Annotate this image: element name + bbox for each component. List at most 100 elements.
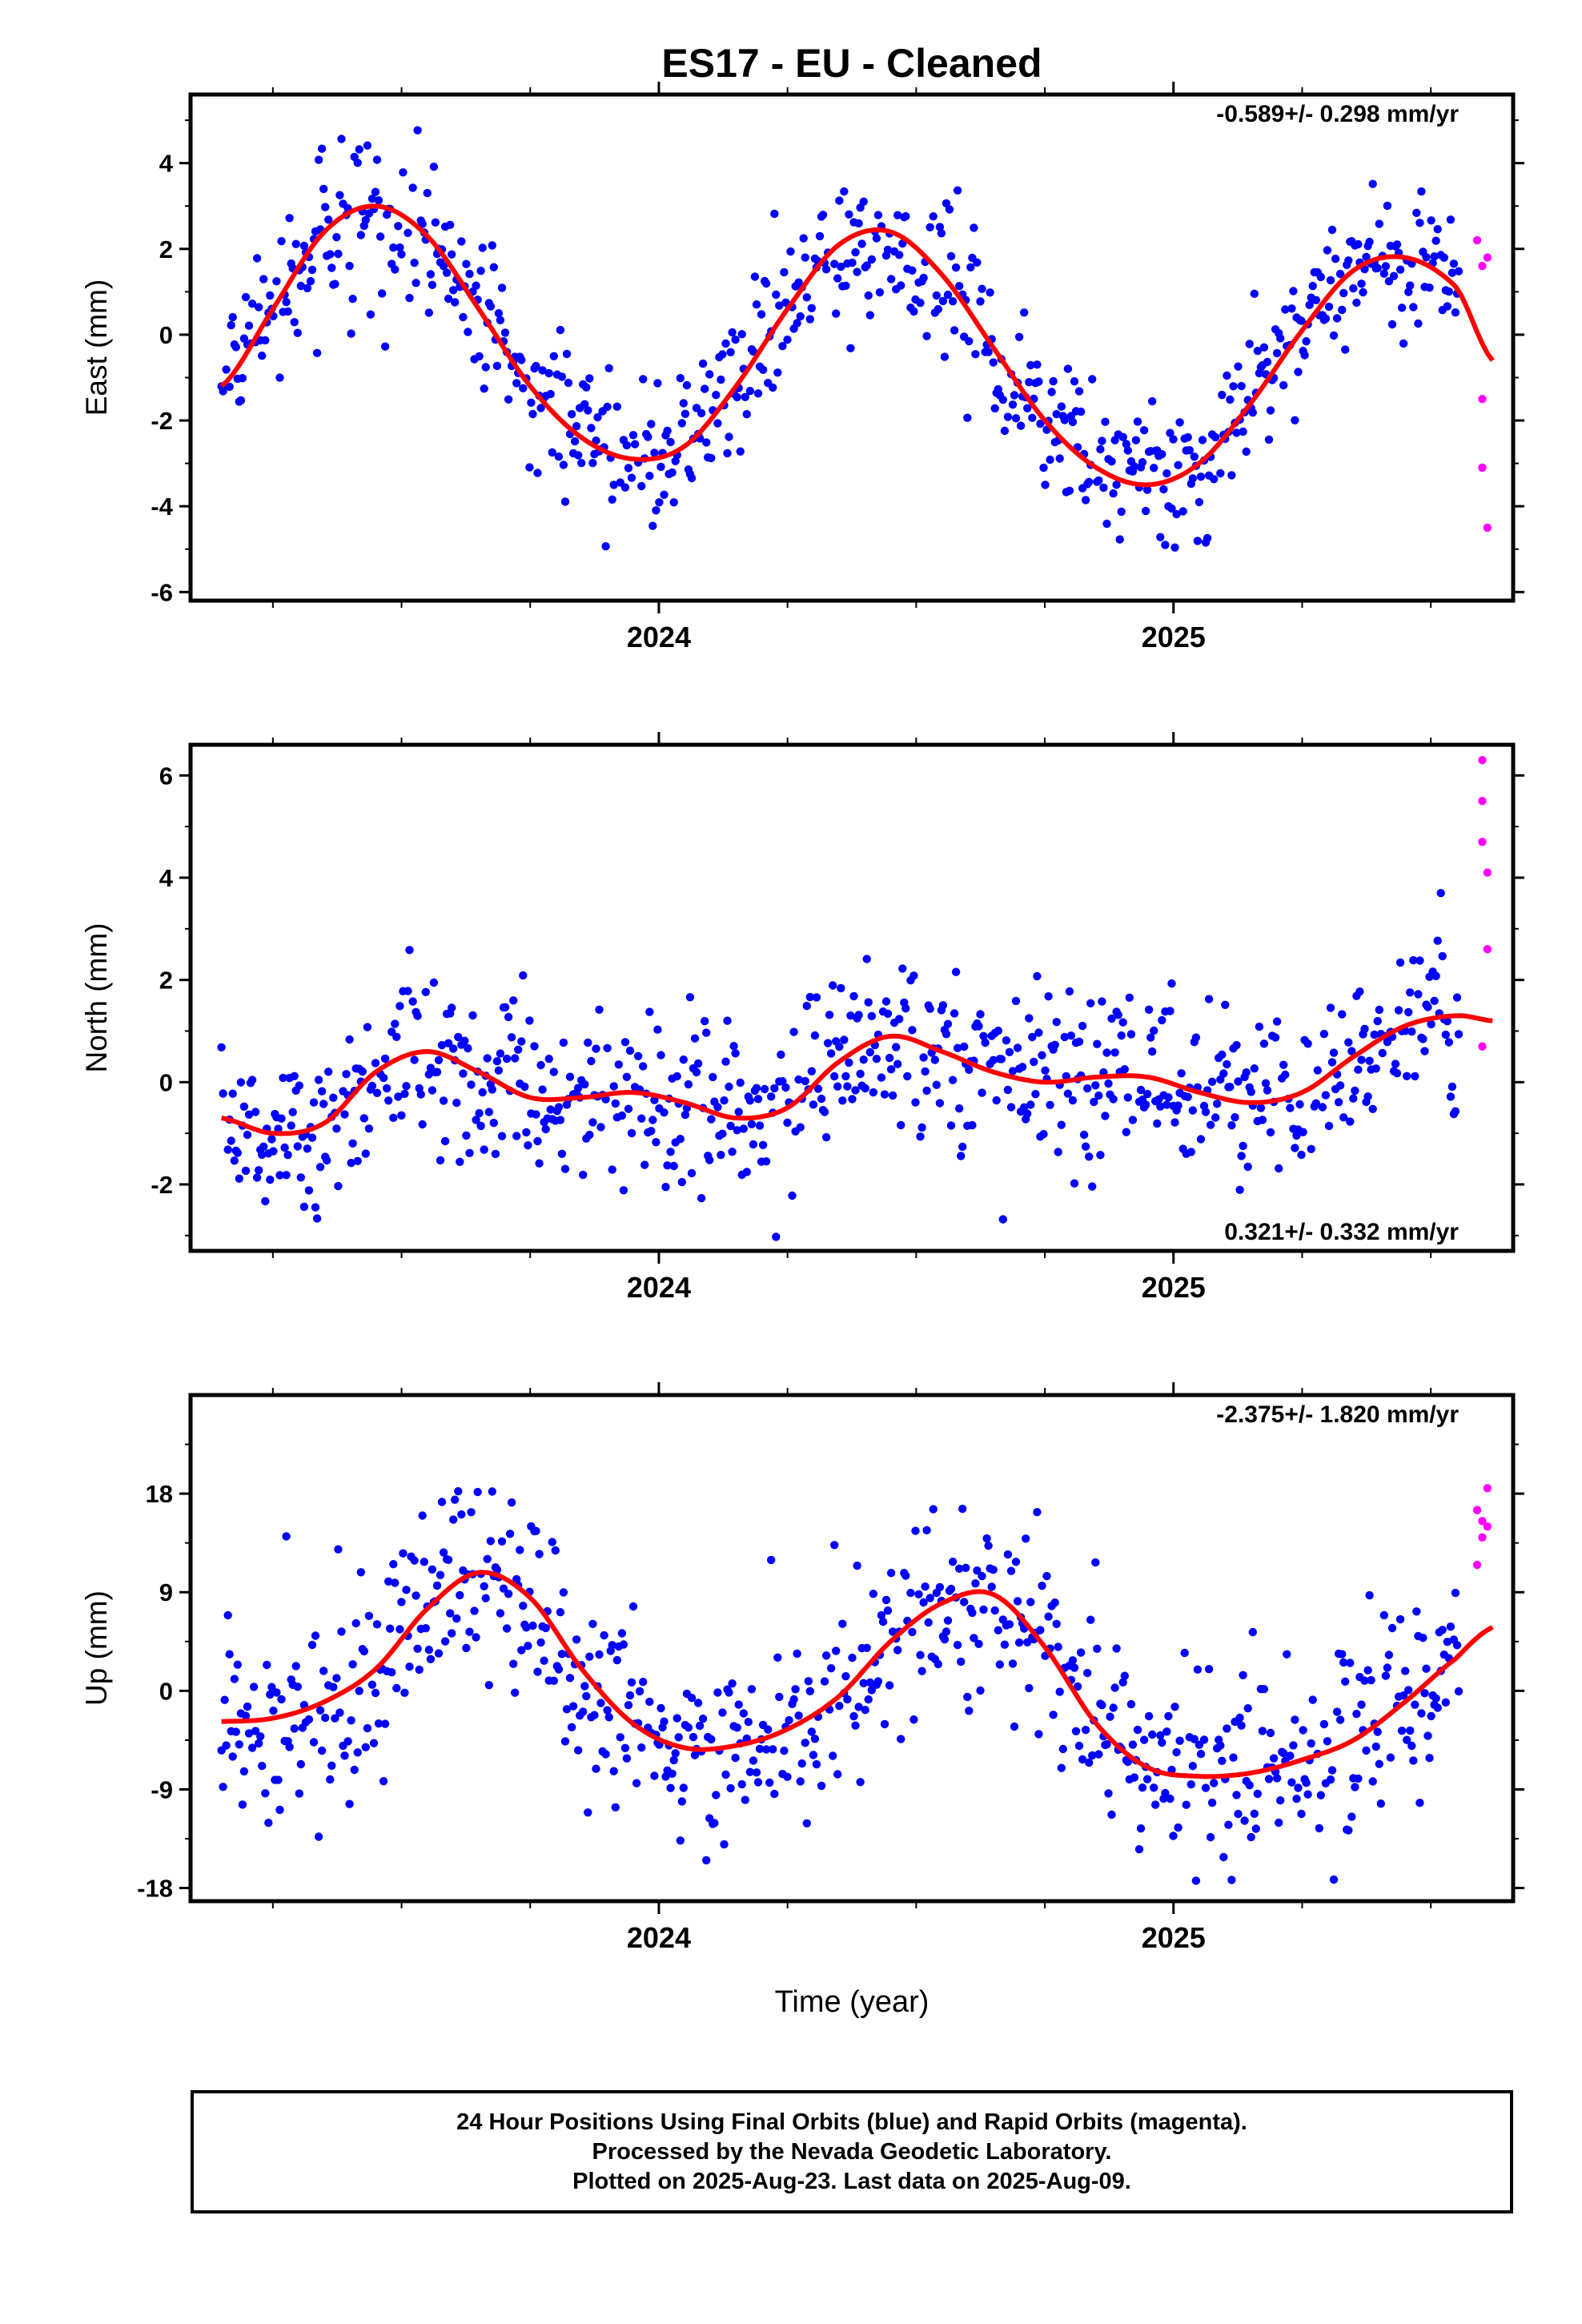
data-point (404, 987, 412, 995)
data-point (1030, 1057, 1038, 1067)
data-point (737, 330, 746, 339)
data-point (671, 1749, 680, 1758)
data-point (881, 997, 891, 1006)
data-point (1164, 1711, 1173, 1721)
data-point (965, 1065, 974, 1075)
data-point (238, 1800, 247, 1809)
data-point (919, 1598, 928, 1607)
data-point (845, 210, 853, 219)
data-point (829, 981, 837, 990)
data-point (627, 1128, 636, 1138)
data-point (802, 293, 811, 302)
data-point (228, 1089, 237, 1098)
data-point (492, 361, 502, 371)
data-point (1046, 455, 1054, 464)
data-point (247, 300, 257, 308)
data-point (1349, 1094, 1358, 1103)
velocity-label: -2.375+/- 1.820 mm/yr (1216, 1401, 1459, 1428)
data-point (1025, 1683, 1034, 1693)
data-point (574, 1084, 583, 1092)
data-point (1433, 936, 1442, 945)
data-point (423, 188, 432, 198)
data-point (596, 1123, 605, 1132)
data-point (849, 1711, 858, 1721)
data-point (973, 1566, 982, 1575)
data-point (369, 1739, 379, 1747)
data-point (418, 219, 427, 228)
data-point (994, 1026, 1003, 1035)
data-point (514, 1045, 523, 1055)
data-point (1286, 1751, 1295, 1760)
data-point (1093, 1039, 1102, 1048)
data-point (781, 1083, 790, 1092)
data-point (356, 231, 365, 239)
data-point (1034, 1028, 1043, 1037)
data-point (412, 279, 420, 287)
data-point (456, 1590, 464, 1600)
data-point (1050, 1040, 1059, 1050)
data-point (572, 422, 581, 431)
data-point (383, 1084, 391, 1093)
data-point (1068, 417, 1078, 427)
data-point (979, 1605, 988, 1614)
data-point (679, 1055, 688, 1064)
data-point (1167, 979, 1176, 988)
data-point (770, 1789, 779, 1799)
data-point (919, 1053, 928, 1062)
data-point (488, 241, 496, 250)
data-point (335, 191, 344, 199)
data-point (885, 1053, 894, 1063)
data-point (817, 1094, 826, 1104)
data-point (979, 1031, 988, 1041)
data-point (295, 1789, 303, 1798)
data-point (614, 1060, 623, 1069)
data-point (1098, 436, 1106, 445)
data-point (669, 498, 678, 507)
data-point (472, 281, 480, 290)
data-point (924, 1618, 933, 1627)
data-point (1335, 1715, 1345, 1724)
data-point (266, 291, 275, 300)
data-point (488, 1487, 496, 1496)
rapid-point (1483, 523, 1492, 533)
data-point (892, 1043, 901, 1051)
data-point (1339, 1113, 1348, 1122)
data-point (1162, 1100, 1171, 1109)
data-point (809, 1100, 818, 1109)
data-point (608, 1165, 616, 1174)
data-point (359, 1114, 368, 1123)
data-point (1363, 1092, 1372, 1101)
data-point (929, 1505, 938, 1514)
data-point (467, 1080, 476, 1089)
data-point (789, 1695, 798, 1704)
data-point (794, 1711, 803, 1720)
data-point (559, 460, 568, 469)
data-point (821, 1132, 831, 1142)
data-point (630, 440, 640, 448)
data-point (1123, 1093, 1133, 1102)
data-point (519, 384, 528, 392)
data-point (635, 1687, 644, 1696)
data-point (817, 1781, 826, 1791)
data-point (742, 410, 751, 419)
data-point (851, 1086, 860, 1095)
data-point (1365, 1056, 1374, 1065)
data-point (1074, 1741, 1084, 1751)
data-point (1052, 409, 1061, 419)
data-point (255, 1739, 263, 1748)
data-point (372, 155, 382, 164)
data-point (1094, 1750, 1103, 1759)
data-point (584, 1808, 592, 1817)
data-point (255, 303, 263, 312)
data-point (1008, 400, 1018, 409)
data-point (701, 384, 709, 393)
data-point (1005, 1047, 1014, 1057)
data-point (233, 1148, 242, 1157)
data-point (1394, 1006, 1403, 1015)
data-point (457, 1510, 466, 1519)
data-point (1235, 1713, 1244, 1723)
data-point (355, 1687, 363, 1695)
data-point (282, 1171, 291, 1180)
data-point (585, 1652, 594, 1661)
data-point (261, 1789, 270, 1798)
